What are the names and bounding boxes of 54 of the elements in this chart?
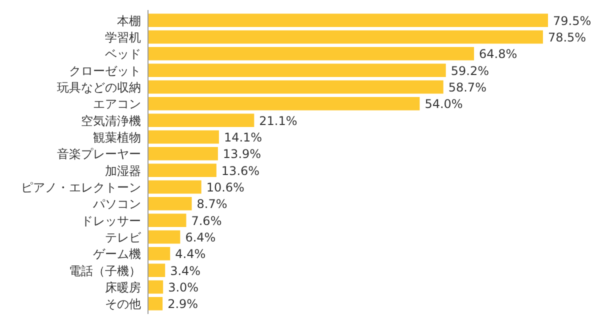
data-label: 10.6% (206, 180, 244, 194)
bar (148, 97, 420, 110)
data-label: 2.9% (168, 297, 198, 312)
data-label: 13.6% (221, 164, 260, 178)
bar (148, 297, 163, 310)
y-tick-label: 学習机 (105, 30, 141, 44)
data-label: 14.1% (224, 130, 262, 144)
bar (148, 230, 180, 244)
data-label: 7.6% (191, 214, 222, 228)
y-tick-label: 観葉植物 (93, 130, 141, 144)
bar (148, 30, 543, 44)
y-tick-label: 音楽プレーヤー (57, 147, 141, 162)
y-tick-label: 玩具などの収納 (57, 80, 141, 94)
y-tick-label: 空気清浄機 (81, 114, 141, 128)
y-tick-label: 床暖房 (105, 280, 141, 294)
y-tick-label: その他 (105, 297, 141, 312)
data-label: 4.4% (175, 247, 206, 262)
y-tick-label: 本棚 (117, 14, 141, 28)
y-tick-label: ベッド (105, 47, 141, 62)
bar (148, 180, 202, 194)
data-label: 21.1% (259, 114, 298, 128)
bar (148, 130, 219, 144)
y-tick-label: ドレッサー (81, 214, 141, 228)
bar (148, 247, 170, 260)
bar (148, 197, 192, 210)
data-label: 3.4% (170, 264, 201, 278)
y-tick-label: クローゼット (69, 64, 141, 78)
bar (148, 147, 218, 160)
data-label: 3.0% (168, 280, 199, 294)
data-label: 79.5% (553, 14, 592, 28)
data-label: 8.7% (196, 197, 228, 212)
y-tick-label: 加湿器 (105, 164, 141, 178)
y-tick-label: 電話（子機） (69, 264, 141, 278)
bar (148, 264, 166, 277)
data-label: 13.9% (222, 147, 262, 162)
y-tick-label: ピアノ・エレクトーン (21, 180, 141, 194)
y-tick-label: エアコン (93, 97, 141, 112)
bar (148, 64, 446, 77)
bar (148, 280, 164, 294)
data-label: 64.8% (479, 47, 518, 62)
bar (148, 47, 474, 60)
y-tick-label: パソコン (92, 197, 141, 212)
y-tick-label: ゲーム機 (93, 247, 141, 262)
bar (148, 114, 254, 127)
y-tick-label: テレビ (105, 230, 142, 244)
bar (148, 14, 548, 27)
data-label: 6.4% (185, 230, 216, 244)
bar (148, 164, 216, 177)
bar (148, 80, 444, 94)
data-label: 59.2% (450, 64, 489, 78)
bar (148, 214, 186, 227)
data-label: 54.0% (424, 97, 463, 112)
data-label: 78.5% (548, 30, 586, 44)
data-label: 58.7% (448, 80, 486, 94)
